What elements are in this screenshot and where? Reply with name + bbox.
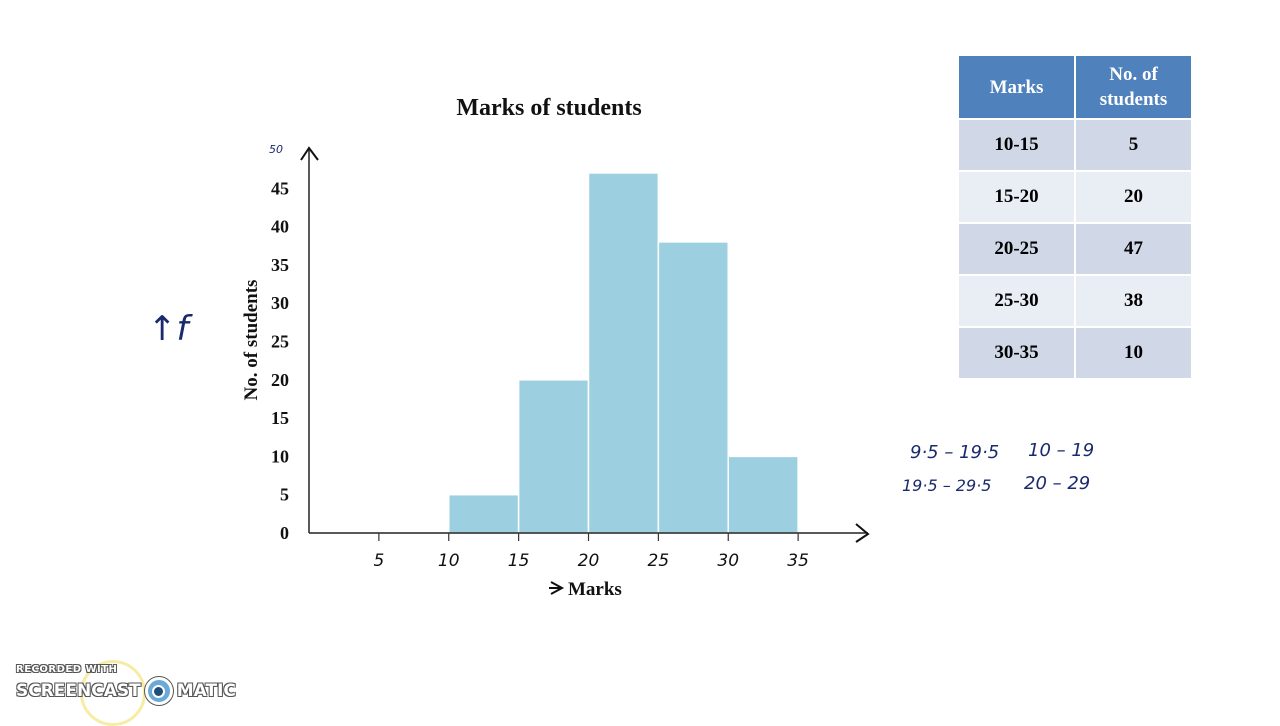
table-cell-marks: 30-35 <box>959 327 1076 380</box>
note-line1-a: 9·5 – 19·5 <box>910 442 999 463</box>
x-tick-label: 15 <box>508 551 530 571</box>
table-cell-students: 47 <box>1075 223 1191 276</box>
y-tick-label: 15 <box>271 408 289 428</box>
bar-15-20 <box>517 379 590 534</box>
bar-25-30 <box>657 241 729 534</box>
table-cell-students: 20 <box>1075 171 1191 224</box>
screencast-logo-icon <box>144 677 173 705</box>
watermark-recorded-with: RECORDED WITH <box>16 664 118 675</box>
table-cell-marks: 20-25 <box>959 223 1076 276</box>
x-axis-label: Marks <box>568 579 622 600</box>
table-cell-students: 10 <box>1075 327 1191 380</box>
table-row: 25-30 38 <box>959 275 1191 328</box>
y-tick-label: 5 <box>280 485 289 505</box>
x-tick-label: 10 <box>438 551 460 571</box>
table-cell-students: 5 <box>1075 119 1191 172</box>
table-row: 10-15 5 <box>959 119 1191 172</box>
watermark-brand-b: MATIC <box>176 681 236 701</box>
y-tick-label: 25 <box>271 332 289 352</box>
y-top-handwritten-label: 50 <box>269 143 283 156</box>
x-tick-label: 5 <box>373 551 384 571</box>
y-tick-label: 20 <box>271 370 289 390</box>
x-tick-label: 20 <box>578 551 600 571</box>
table-row: 15-20 20 <box>959 171 1191 224</box>
x-tick-label: 30 <box>717 551 739 571</box>
x-tick-label: 35 <box>787 551 809 571</box>
y-axis-label: No. of students <box>241 280 262 401</box>
y-tick-label: 45 <box>271 178 289 198</box>
x-tick-label: 25 <box>648 551 670 571</box>
bar-10-15 <box>448 493 520 534</box>
table-cell-marks: 15-20 <box>959 171 1076 224</box>
table-header-row: Marks No. of students <box>959 56 1191 120</box>
frequency-table: Marks No. of students 10-15 5 15-20 20 2… <box>959 56 1191 380</box>
watermark-brand-a: SCREENCAST <box>16 681 141 701</box>
bar-20-25 <box>587 172 660 534</box>
table-row: 30-35 10 <box>959 327 1191 380</box>
y-tick-label: 0 <box>280 523 289 543</box>
x-axis-arrowhead <box>855 523 870 543</box>
frequency-annotation: ↑f <box>148 309 193 349</box>
y-tick-label: 30 <box>271 293 289 313</box>
bar-30-35 <box>727 455 799 534</box>
table-header-students: No. of students <box>1075 56 1191 120</box>
x-ticks-layer: 5 10 15 20 25 30 35 <box>373 533 809 571</box>
y-tick-label: 35 <box>271 255 289 275</box>
y-tick-label: 40 <box>271 217 289 237</box>
x-label-arrow-icon <box>549 581 565 595</box>
table-cell-marks: 10-15 <box>959 119 1076 172</box>
y-axis-arrowhead <box>300 146 319 161</box>
table-cell-marks: 25-30 <box>959 275 1076 328</box>
y-ticks-layer: 0 5 10 15 20 25 30 35 40 45 <box>271 178 289 543</box>
table-header-marks: Marks <box>959 56 1076 120</box>
table-cell-students: 38 <box>1075 275 1191 328</box>
y-tick-label: 10 <box>271 446 289 466</box>
note-line2-a: 19·5 – 29·5 <box>902 476 991 495</box>
note-line2-b: 20 – 29 <box>1024 473 1090 494</box>
note-line1-b: 10 – 19 <box>1028 440 1094 461</box>
bars-layer <box>448 172 799 534</box>
chart-title: Marks of students <box>456 95 641 121</box>
screencast-watermark: RECORDED WITH SCREENCAST MATIC <box>16 664 236 705</box>
table-row: 20-25 47 <box>959 223 1191 276</box>
